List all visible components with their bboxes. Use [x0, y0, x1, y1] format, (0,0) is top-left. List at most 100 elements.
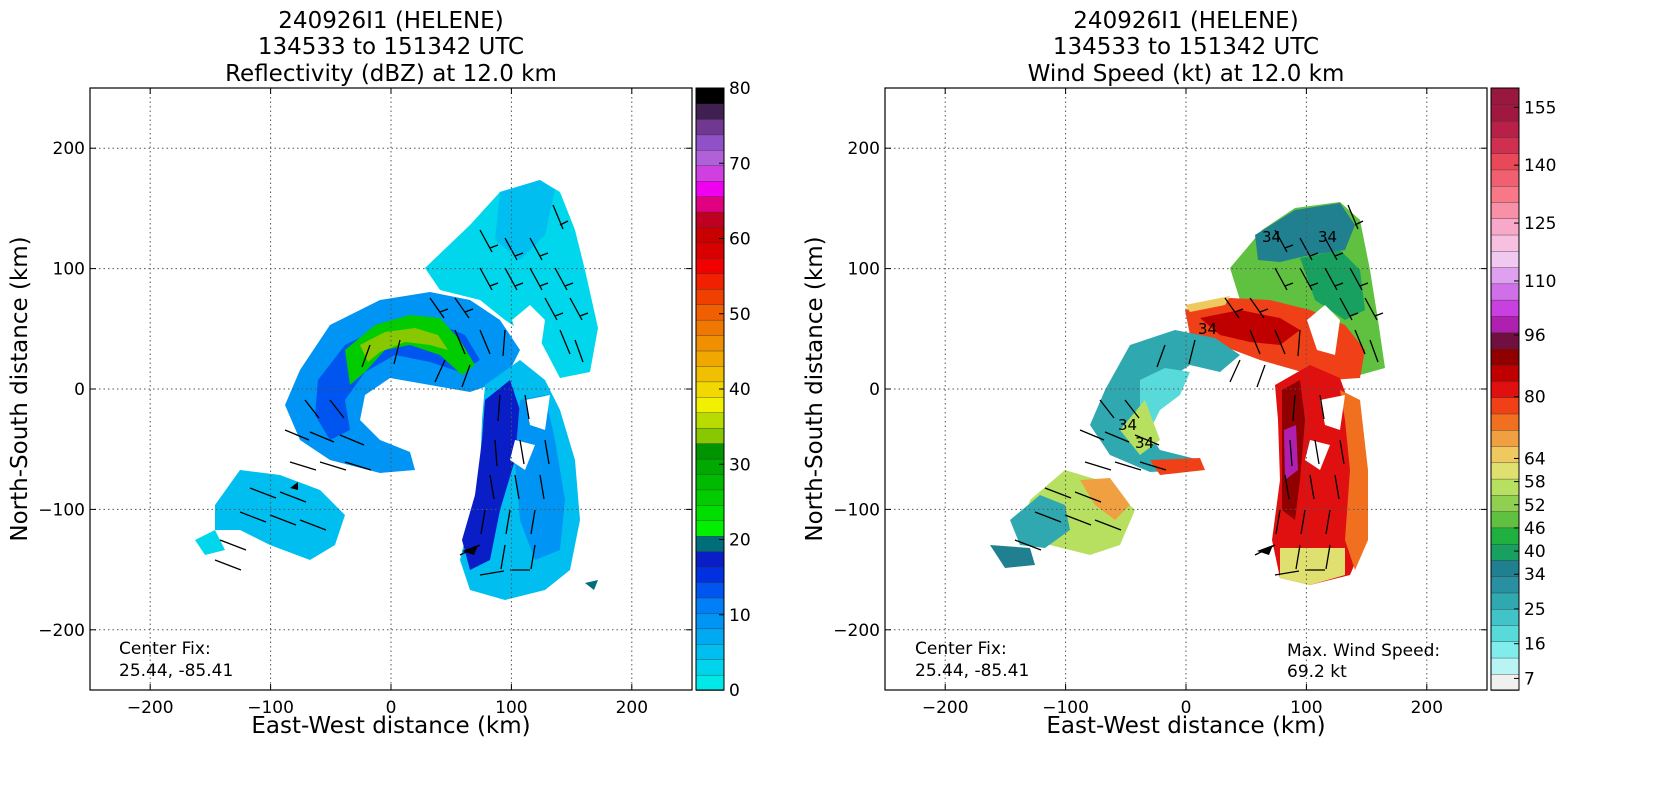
colorbar-tick-label: 16 — [1524, 635, 1546, 655]
colorbar-swatch — [1490, 120, 1520, 138]
colorbar-swatch — [1490, 315, 1520, 333]
y-tick-label: −200 — [833, 621, 880, 641]
y-tick-label: 100 — [848, 260, 880, 280]
colorbar-tick-label: 25 — [1524, 600, 1546, 620]
colorbar-swatch — [695, 550, 725, 568]
colorbar-swatch — [695, 427, 725, 444]
colorbar-swatch — [1490, 136, 1520, 154]
colorbar-swatch — [1490, 527, 1520, 545]
y-tick-label: 200 — [848, 139, 880, 159]
x-tick-label: −200 — [922, 698, 969, 718]
colorbar-tick-label: 125 — [1524, 214, 1556, 234]
colorbar-swatch — [695, 118, 725, 136]
colorbar-swatch — [695, 273, 725, 290]
panel-title-line-1: 240926I1 (HELENE) — [278, 8, 503, 34]
colorbar-swatch — [1490, 413, 1520, 431]
colorbar-swatch — [695, 396, 725, 413]
y-tick-label: 100 — [53, 260, 85, 280]
center-fix-label: Center Fix: — [915, 639, 1007, 659]
no-data-gap — [525, 395, 550, 430]
colorbar-tick-label: 70 — [729, 154, 751, 174]
y-tick-label: 0 — [74, 380, 85, 400]
y-tick-label: −200 — [38, 621, 85, 641]
colorbar-swatch — [1490, 364, 1520, 382]
colorbar-swatch — [695, 489, 725, 506]
colorbar-tick-label: 96 — [1524, 326, 1546, 346]
max-wind-value: 69.2 kt — [1287, 662, 1347, 682]
colorbar-swatch — [695, 566, 725, 583]
max-wind-label: Max. Wind Speed: — [1287, 641, 1440, 661]
colorbar-swatch — [1490, 575, 1520, 594]
colorbar-tick-label: 52 — [1524, 496, 1546, 516]
colorbar-swatch — [695, 658, 725, 676]
colorbar-swatch — [695, 535, 725, 552]
colorbar-swatch — [695, 242, 725, 259]
colorbar-swatch — [1490, 234, 1520, 252]
colorbar-wind-speed: 7 16 25 34 40 46 52 58 64 80 96 110 125 140 155 — [1490, 87, 1556, 691]
axis-ticks: −200 −200 −100 −100 0 0 100 100 200 200 — [833, 88, 1487, 718]
x-tick-label: −100 — [247, 698, 294, 718]
contour-label: 34 — [1135, 434, 1154, 452]
x-axis-label: East-West distance (km) — [1046, 713, 1325, 739]
colorbar-swatch — [1490, 494, 1520, 512]
x-tick-label: 100 — [1290, 698, 1322, 718]
colorbar-swatch — [1490, 657, 1520, 675]
colorbar-tick-label: 34 — [1524, 565, 1546, 585]
colorbar-tick-label: 80 — [1524, 388, 1546, 408]
colorbar-swatch — [695, 442, 725, 460]
colorbar-swatch — [1490, 250, 1520, 268]
y-tick-label: −100 — [38, 500, 85, 520]
colorbar-swatch — [695, 134, 725, 151]
colorbar-swatch — [1490, 624, 1520, 642]
colorbar-swatch — [1490, 87, 1520, 106]
colorbar-swatch — [1490, 510, 1520, 529]
wind-region — [1340, 390, 1368, 570]
panel-wind-speed: 240926I1 (HELENE) 134533 to 151342 UTC W… — [802, 8, 1556, 739]
colorbar-tick-label: 40 — [729, 380, 751, 400]
colorbar-tick-label: 50 — [729, 305, 751, 325]
colorbar-tick-label: 30 — [729, 455, 751, 475]
wind-region — [1185, 296, 1230, 312]
colorbar-swatch — [1490, 608, 1520, 626]
panel-title-line-2: 134533 to 151342 UTC — [258, 34, 524, 60]
colorbar-swatch — [695, 473, 725, 491]
colorbar-swatch — [1490, 217, 1520, 236]
x-axis-label: East-West distance (km) — [251, 713, 530, 739]
colorbar-swatch — [695, 674, 725, 691]
wind-region — [1280, 548, 1345, 585]
colorbar-swatch — [695, 581, 725, 599]
x-tick-label: −100 — [1042, 698, 1089, 718]
colorbar-frame — [1490, 87, 1520, 691]
colorbar-swatch — [1490, 462, 1520, 480]
colorbar-tick-label: 155 — [1524, 98, 1556, 118]
colorbar-swatch — [1490, 348, 1520, 366]
wind-speed-field: 34 34 34 34 34 — [990, 202, 1385, 585]
no-data-gap — [1307, 305, 1340, 355]
colorbar-swatch — [1490, 201, 1520, 219]
grid-lines — [885, 88, 1487, 690]
x-tick-label: 0 — [386, 698, 397, 718]
colorbar-swatch — [695, 164, 725, 182]
colorbar-swatch — [695, 180, 725, 197]
colorbar-swatch — [1490, 445, 1520, 464]
x-tick-label: 100 — [495, 698, 527, 718]
colorbar-swatch — [695, 319, 725, 336]
contour-label: 34 — [1318, 228, 1337, 246]
wind-barbs — [1014, 204, 1384, 576]
colorbar-swatch — [1490, 396, 1520, 415]
colorbar-tick-label: 20 — [729, 531, 751, 551]
wind-region — [1200, 310, 1300, 345]
colorbar-swatch — [695, 350, 725, 367]
reflectivity-field — [195, 180, 598, 600]
contour-label: 34 — [1118, 416, 1137, 434]
colorbar-tick-label: 0 — [729, 681, 740, 701]
colorbar-swatch — [695, 365, 725, 383]
x-tick-label: 200 — [1411, 698, 1443, 718]
echo-region — [345, 315, 475, 385]
colorbar-swatch — [1490, 169, 1520, 187]
echo-region — [585, 580, 598, 590]
colorbar-swatch — [695, 195, 725, 213]
wind-region — [990, 545, 1035, 568]
panel-reflectivity: 240926I1 (HELENE) 134533 to 151342 UTC R… — [7, 8, 751, 739]
colorbar-swatch — [1490, 299, 1520, 317]
